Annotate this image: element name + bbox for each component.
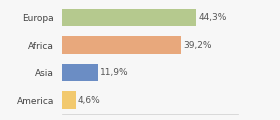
Text: 4,6%: 4,6% [78,96,101,105]
Text: 11,9%: 11,9% [100,68,129,77]
Bar [62,91,76,109]
Bar [62,64,98,81]
Bar [62,9,196,27]
Bar [62,36,181,54]
Text: 39,2%: 39,2% [183,41,212,50]
Text: 44,3%: 44,3% [199,13,227,22]
